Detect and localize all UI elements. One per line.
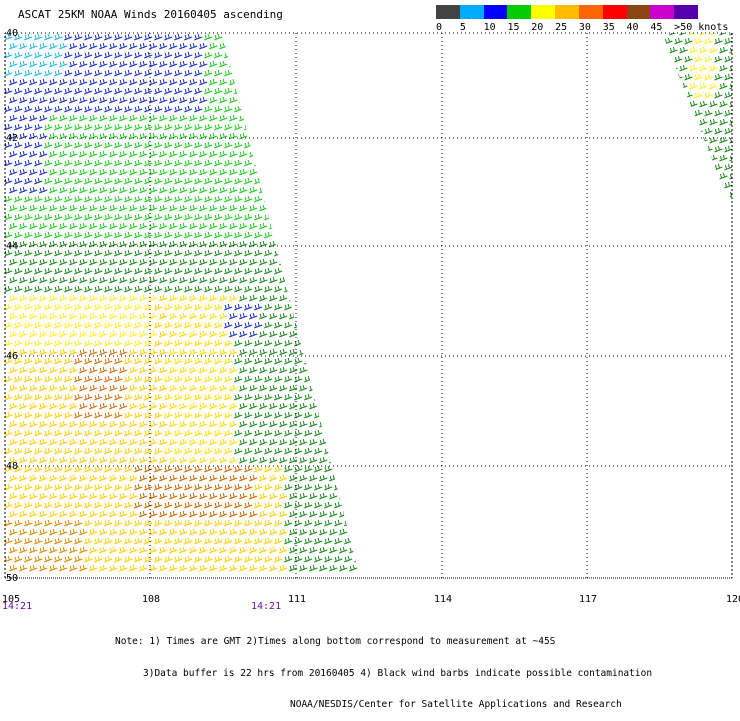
legend-swatch <box>650 5 675 19</box>
legend-label: 20 <box>531 22 544 33</box>
legend-swatch <box>507 5 532 19</box>
legend-swatch <box>555 5 579 19</box>
lat-label: 42 <box>6 133 18 144</box>
lon-label: 105 <box>2 594 20 605</box>
legend-swatch <box>483 5 508 19</box>
legend-label: 45 <box>650 22 663 33</box>
legend-swatch <box>459 5 484 19</box>
legend-label: 25 <box>555 22 568 33</box>
footer-notes: Note: 1) Times are GMT 2)Times along bot… <box>115 616 652 721</box>
time-label: 14:21 <box>251 601 281 612</box>
legend-color-bar <box>436 5 698 19</box>
map-title: ASCAT 25KM NOAA Winds 20160405 ascending <box>18 8 283 21</box>
lon-label: 111 <box>288 594 306 605</box>
legend-swatch <box>674 5 698 19</box>
legend-label: 35 <box>602 22 615 33</box>
lat-lon-grid <box>4 32 733 579</box>
legend-label: 0 <box>436 22 443 33</box>
lon-label: 114 <box>434 594 452 605</box>
right-swath <box>664 33 732 198</box>
lat-label: 44 <box>6 241 18 252</box>
legend-swatch <box>531 5 556 19</box>
lat-label: 50 <box>6 573 18 584</box>
lon-label: 117 <box>579 594 597 605</box>
note-line-2: 3)Data buffer is 22 hrs from 20160405 4)… <box>143 667 653 679</box>
legend-label: 40 <box>626 22 639 33</box>
note-line-3: NOAA/NESDIS/Center for Satellite Applica… <box>290 699 622 710</box>
legend-label: >50 knots <box>674 22 729 33</box>
wind-map: 40 42 44 46 48 50 105 108 111 114 117 120 14:21 14:21 <box>2 28 740 612</box>
lon-label: 120 <box>726 594 740 605</box>
lat-label: 46 <box>6 351 18 362</box>
main-swath <box>5 33 360 572</box>
wind-barb-swaths <box>5 33 732 572</box>
note-line-1: Note: 1) Times are GMT 2)Times along bot… <box>115 636 556 647</box>
legend-swatch <box>626 5 651 19</box>
legend-label: 10 <box>483 22 496 33</box>
legend-label: 15 <box>507 22 520 33</box>
axis-labels: 40 42 44 46 48 50 105 108 111 114 117 120 14:21 14:21 <box>2 28 740 612</box>
wind-speed-legend: 0 5 10 15 20 25 30 35 40 45 >50 knots <box>436 5 728 33</box>
legend-labels: 0 5 10 15 20 25 30 35 40 45 >50 knots <box>436 19 728 33</box>
legend-label: 30 <box>578 22 591 33</box>
lat-label: 40 <box>6 28 18 39</box>
lon-label: 108 <box>142 594 160 605</box>
legend-label: 5 <box>459 22 466 33</box>
legend-swatch <box>436 5 460 19</box>
legend-swatch <box>602 5 627 19</box>
lat-label: 48 <box>6 461 18 472</box>
time-label: 14:21 <box>2 601 32 612</box>
legend-swatch <box>578 5 603 19</box>
